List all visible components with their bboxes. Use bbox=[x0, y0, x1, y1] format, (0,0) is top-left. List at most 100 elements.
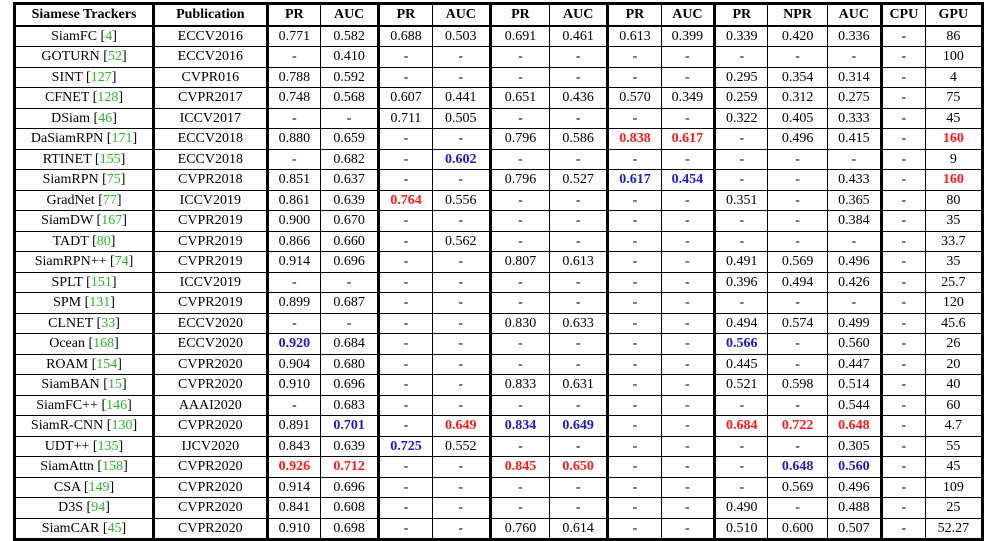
metric-cell: 0.351 bbox=[713, 189, 768, 211]
metric-cell: - bbox=[488, 292, 550, 313]
metric-cell: 160 bbox=[924, 169, 983, 190]
metric-cell: - bbox=[606, 517, 662, 540]
metric-cell: 0.788 bbox=[265, 66, 321, 88]
citation-reference[interactable]: 33 bbox=[101, 315, 116, 331]
metric-cell: 0.725 bbox=[377, 435, 433, 457]
citation-reference[interactable]: 154 bbox=[96, 356, 118, 372]
metric-cell: 0.910 bbox=[265, 374, 321, 395]
citation-reference[interactable]: 168 bbox=[93, 336, 115, 352]
citation-reference[interactable]: 131 bbox=[89, 295, 111, 311]
metric-cell: 0.796 bbox=[488, 169, 550, 190]
metric-cell: 0.722 bbox=[767, 415, 828, 436]
metric-cell: - bbox=[606, 415, 662, 436]
metric-cell: - bbox=[431, 476, 491, 498]
metric-cell: 0.696 bbox=[320, 251, 379, 272]
citation-reference[interactable]: 52 bbox=[107, 49, 122, 65]
column-header: CPU bbox=[880, 3, 926, 27]
metric-cell: 0.639 bbox=[320, 189, 379, 211]
metric-cell: 0.384 bbox=[826, 210, 882, 231]
tracker-name: DaSiamRPN bbox=[30, 131, 104, 147]
metric-cell: - bbox=[265, 394, 321, 416]
metric-cell: - bbox=[549, 435, 608, 457]
table-row: ROAM [154] CVPR2020 0.904 0.680- - - - - -0.445-… bbox=[13, 353, 983, 375]
metric-cell: - bbox=[767, 210, 828, 231]
metric-cell: 0.314 bbox=[826, 66, 882, 88]
metric-cell: - bbox=[265, 46, 321, 67]
metric-cell: - bbox=[767, 497, 828, 518]
metric-cell: 0.682 bbox=[320, 148, 379, 170]
metric-cell: 0.505 bbox=[431, 107, 491, 129]
citation-reference[interactable]: 4 bbox=[105, 28, 113, 44]
tracker-name-cell: UDT++ [135] bbox=[13, 435, 154, 457]
tracker-name: SiamDW bbox=[41, 213, 94, 229]
metric-cell: - bbox=[713, 394, 768, 416]
citation-reference[interactable]: 94 bbox=[91, 500, 106, 516]
citation-reference[interactable]: 146 bbox=[106, 397, 128, 413]
citation-reference[interactable]: 149 bbox=[88, 479, 110, 495]
metric-cell: - bbox=[826, 230, 882, 252]
metric-cell: 0.617 bbox=[660, 128, 715, 149]
metric-cell: - bbox=[713, 169, 768, 190]
column-header: PR bbox=[606, 3, 662, 27]
metric-cell: - bbox=[265, 312, 321, 334]
metric-cell: - bbox=[606, 374, 662, 395]
metric-cell: 0.680 bbox=[320, 353, 379, 375]
publication-cell: ECCV2018 bbox=[152, 148, 268, 170]
metric-cell: 0.405 bbox=[767, 107, 828, 129]
citation-reference[interactable]: 127 bbox=[90, 69, 112, 85]
metric-cell: - bbox=[549, 353, 608, 375]
metric-cell: - bbox=[431, 66, 491, 88]
metric-cell: 0.614 bbox=[549, 517, 608, 540]
metric-cell: 20 bbox=[924, 353, 983, 375]
publication-cell: ECCV2018 bbox=[152, 128, 268, 149]
table-row: SINT [127] CVPR016 0.788 0.592- - - - - -0.295 0.… bbox=[13, 66, 983, 88]
metric-cell: 120 bbox=[924, 292, 983, 313]
citation-reference[interactable]: 74 bbox=[114, 254, 129, 270]
tracker-name-cell: GradNet [77] bbox=[13, 189, 154, 211]
metric-cell: - bbox=[606, 148, 662, 170]
citation-reference[interactable]: 155 bbox=[99, 151, 121, 167]
citation-reference[interactable]: 135 bbox=[97, 438, 119, 454]
metric-cell: - bbox=[488, 107, 550, 129]
citation-reference[interactable]: 75 bbox=[106, 172, 121, 188]
metric-cell: - bbox=[660, 107, 715, 129]
metric-cell: 0.830 bbox=[488, 312, 550, 334]
tracker-name-cell: D3S [94] bbox=[13, 497, 154, 518]
metric-cell: - bbox=[713, 435, 768, 457]
citation-reference[interactable]: 77 bbox=[102, 192, 117, 208]
citation-reference[interactable]: 151 bbox=[90, 274, 112, 290]
citation-reference[interactable]: 171 bbox=[111, 131, 133, 147]
tracker-name-cell: TADT [80] bbox=[13, 230, 154, 252]
column-header: AUC bbox=[549, 3, 608, 27]
metric-cell: - bbox=[549, 46, 608, 67]
column-header: GPU bbox=[924, 3, 983, 27]
metric-cell: - bbox=[431, 128, 491, 149]
citation-reference[interactable]: 167 bbox=[101, 213, 123, 229]
metric-cell: - bbox=[713, 148, 768, 170]
publication-cell: CVPR2019 bbox=[152, 230, 268, 252]
metric-cell: - bbox=[606, 497, 662, 518]
metric-cell: - bbox=[377, 476, 433, 498]
metric-cell: - bbox=[549, 497, 608, 518]
publication-cell: CVPR2020 bbox=[152, 517, 268, 540]
citation-reference[interactable]: 15 bbox=[107, 377, 122, 393]
citation-reference[interactable]: 46 bbox=[98, 110, 113, 126]
metric-cell: - bbox=[767, 148, 828, 170]
metric-cell: - bbox=[880, 87, 926, 108]
metric-cell: 0.514 bbox=[826, 374, 882, 395]
metric-cell: 0.494 bbox=[767, 271, 828, 293]
metric-cell: - bbox=[549, 271, 608, 293]
citation-reference[interactable]: 45 bbox=[107, 520, 122, 536]
tracker-name: Ocean bbox=[49, 336, 85, 352]
metric-cell: 0.570 bbox=[606, 87, 662, 108]
tracker-name: CSA bbox=[53, 479, 81, 495]
citation-reference[interactable]: 158 bbox=[102, 459, 124, 475]
metric-cell: - bbox=[767, 46, 828, 67]
metric-cell: - bbox=[320, 271, 379, 293]
metric-cell: - bbox=[660, 312, 715, 334]
table-row: SPM [131] CVPR2019 0.899 0.687- - - - - - - - - -120 bbox=[13, 292, 983, 313]
tracker-name: SiamCAR bbox=[41, 520, 100, 536]
citation-reference[interactable]: 80 bbox=[96, 233, 111, 249]
citation-reference[interactable]: 128 bbox=[97, 90, 119, 106]
citation-reference[interactable]: 130 bbox=[111, 418, 133, 434]
